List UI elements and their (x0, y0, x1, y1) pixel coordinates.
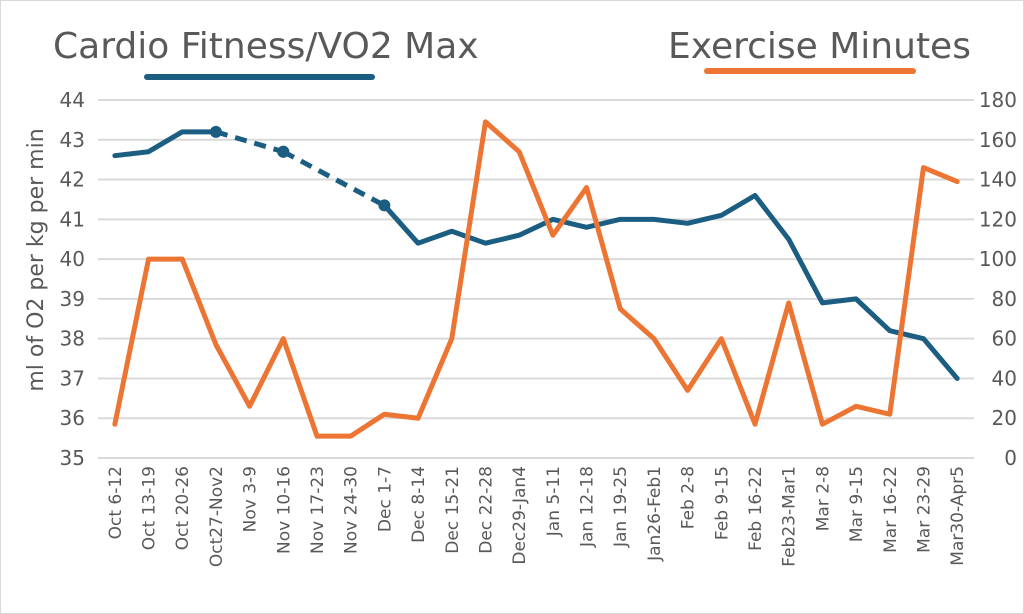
title-right: Exercise Minutes (668, 26, 971, 67)
x-tick-label: Mar 23-29 (914, 466, 934, 553)
x-tick-label: Nov 24-30 (342, 466, 362, 554)
x-tick-label: Dec 22-28 (476, 466, 496, 554)
left-tick-label: 43 (60, 128, 85, 152)
x-tick-label: Mar 2-8 (813, 466, 833, 531)
left-tick-label: 41 (60, 207, 85, 231)
title-left: Cardio Fitness/VO2 Max (53, 26, 479, 67)
x-tick-label: Nov 3-9 (241, 466, 261, 532)
x-tick-label: Dec29-Jan4 (510, 466, 530, 565)
right-tick-label: 100 (979, 247, 1017, 271)
x-tick-label: Mar 9-15 (847, 466, 867, 542)
gap-marker (378, 199, 391, 212)
x-tick-label: Jan 19-25 (611, 466, 631, 548)
x-tick-label: Jan 5-11 (544, 466, 564, 537)
x-tick-label: Feb 9-15 (712, 466, 732, 540)
left-tick-label: 35 (60, 446, 85, 470)
left-tick-label: 42 (60, 168, 85, 192)
left-tick-label: 38 (60, 327, 85, 351)
left-tick-label: 40 (60, 247, 85, 271)
left-tick-label: 44 (60, 88, 85, 112)
x-axis-ticks: Oct 6-12 Oct 13-19 Oct 20-26 Oct27-Nov2 Nov … (106, 466, 968, 567)
x-tick-label: Nov 17-23 (308, 466, 328, 554)
x-tick-label: Oct 13-19 (140, 466, 160, 550)
x-tick-label: Nov 10-16 (274, 466, 294, 554)
series-line-vo2 (112, 129, 219, 159)
series-line-exercise (112, 119, 960, 439)
gap-marker (209, 125, 222, 138)
x-tick-label: Dec 15-21 (443, 466, 463, 554)
right-tick-label: 60 (992, 327, 1017, 351)
series-lines (112, 119, 960, 439)
x-tick-label: Feb 16-22 (746, 466, 766, 551)
right-tick-label: 80 (992, 287, 1017, 311)
right-tick-label: 120 (979, 207, 1017, 231)
right-tick-label: 160 (979, 128, 1017, 152)
right-axis-ticks: 0 20 40 60 80 100 120 140 160 180 (979, 88, 1017, 470)
right-tick-label: 20 (992, 406, 1017, 430)
series-line-vo2 (381, 192, 960, 381)
x-tick-label: Oct 20-26 (173, 466, 193, 550)
x-tick-label: Oct 6-12 (106, 466, 126, 539)
x-tick-label: Mar30-Apr5 (948, 466, 968, 566)
right-tick-label: 180 (979, 88, 1017, 112)
left-axis-ticks: 35 36 37 38 39 40 41 42 43 44 (60, 88, 85, 470)
x-tick-label: Feb 2-8 (679, 466, 699, 529)
x-tick-label: Feb23-Mar1 (780, 466, 800, 567)
left-tick-label: 36 (60, 406, 85, 430)
right-tick-label: 0 (1004, 446, 1017, 470)
gridlines (98, 99, 974, 459)
y-axis-label: ml of O2 per kg per min (24, 128, 49, 391)
x-tick-label: Jan 12-18 (578, 466, 598, 548)
x-tick-label: Dec 1-7 (375, 466, 395, 532)
x-tick-label: Jan26-Feb1 (645, 466, 665, 562)
x-tick-label: Oct27-Nov2 (207, 466, 227, 567)
right-tick-label: 40 (992, 366, 1017, 390)
x-tick-label: Dec 8-14 (409, 466, 429, 543)
left-tick-label: 39 (60, 287, 85, 311)
gap-bridge-dashed (215, 129, 285, 155)
gap-marker (277, 145, 290, 158)
right-tick-label: 140 (979, 168, 1017, 192)
left-tick-label: 37 (60, 366, 85, 390)
x-tick-label: Mar 16-22 (881, 466, 901, 553)
